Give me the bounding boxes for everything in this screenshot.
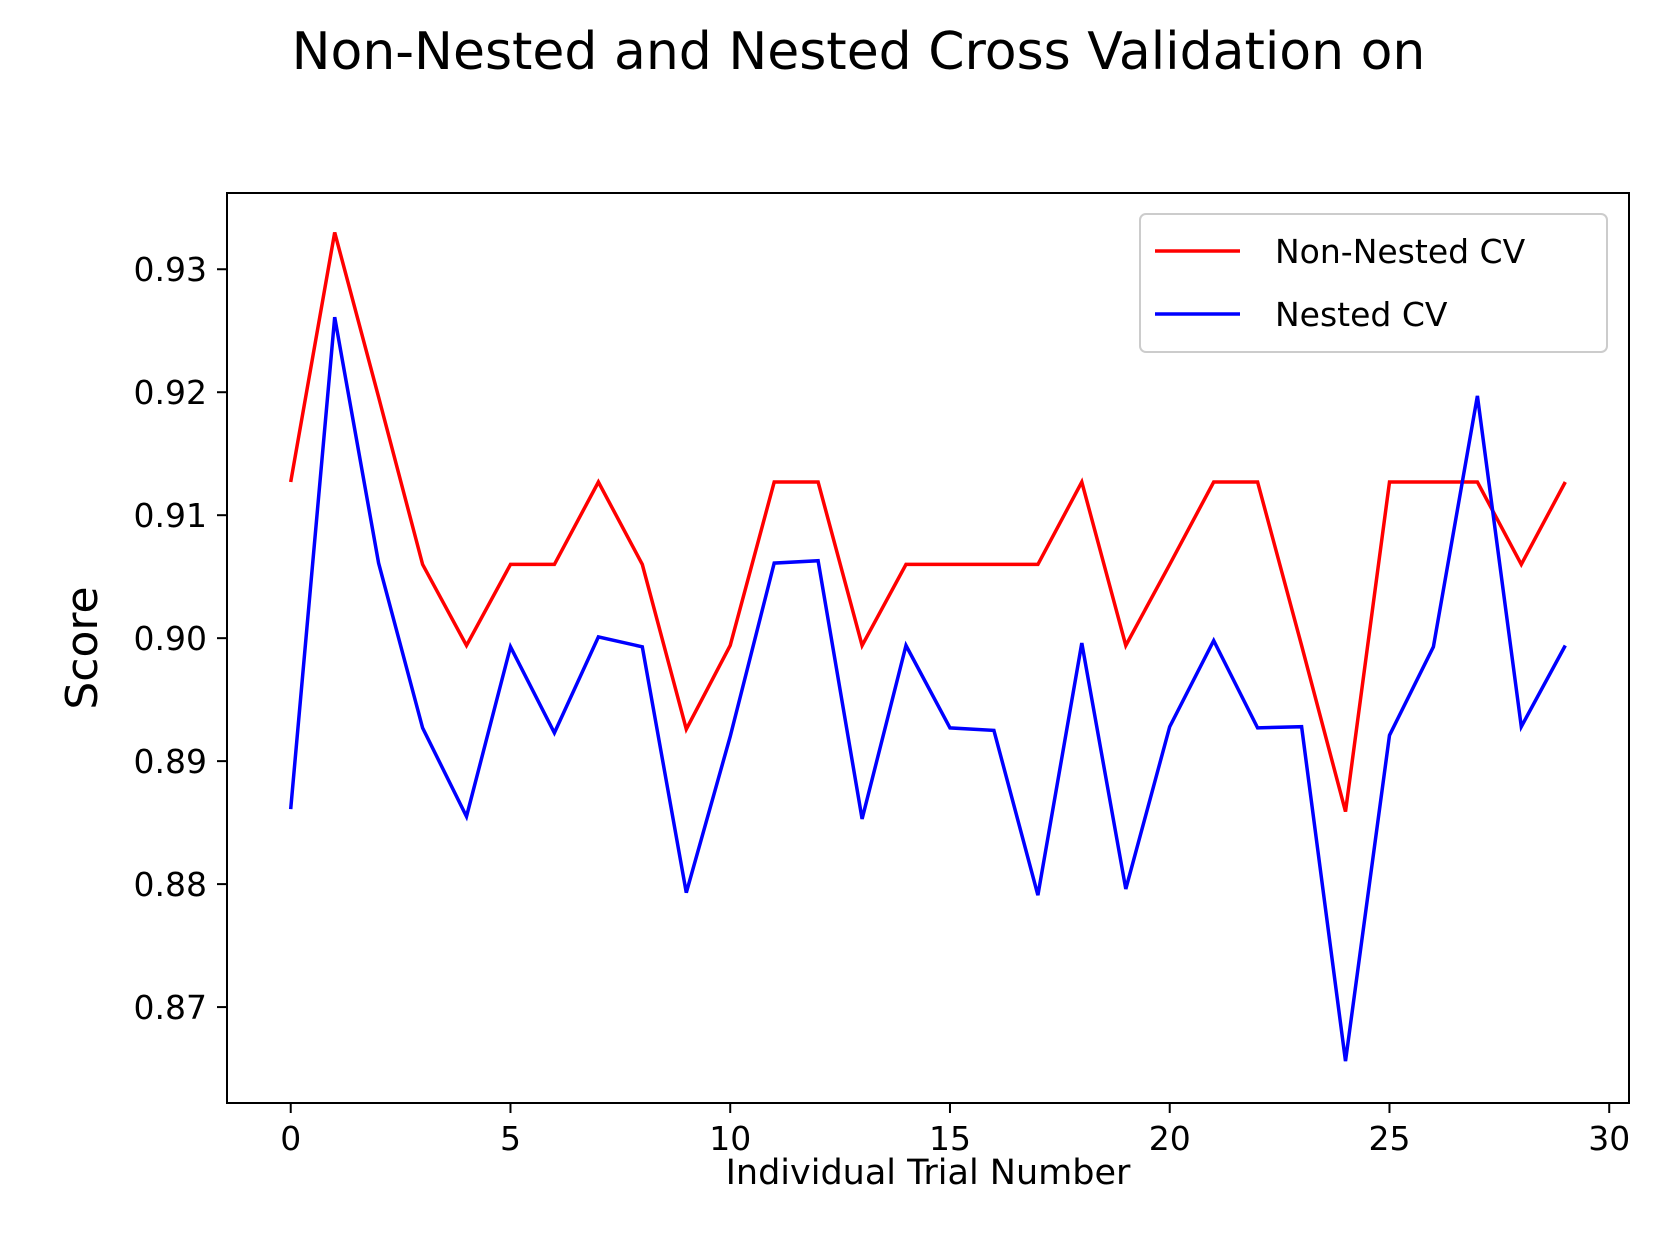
- y-tick-label: 0.88: [134, 865, 207, 904]
- legend-box: [1139, 213, 1608, 353]
- series-line-nested-cv: [288, 316, 1567, 1062]
- legend-label-nested-cv: Nested CV: [1275, 295, 1448, 334]
- x-tick-label: 25: [1368, 1119, 1410, 1158]
- y-axis-label: Score: [57, 586, 108, 709]
- x-tick-label: 5: [500, 1119, 521, 1158]
- chart-title: Non-Nested and Nested Cross Validation o…: [291, 22, 1426, 82]
- y-tick-label: 0.92: [134, 373, 207, 412]
- y-tick-label: 0.90: [134, 619, 207, 658]
- series-layer: [288, 231, 1567, 1062]
- y-tick-label: 0.89: [134, 742, 207, 781]
- x-tick-label: 0: [280, 1119, 301, 1158]
- y-tick-label: 0.87: [134, 988, 207, 1027]
- series-line-non-nested-cv: [288, 231, 1567, 813]
- legend-label-non-nested-cv: Non-Nested CV: [1275, 232, 1526, 271]
- x-tick-label: 10: [709, 1119, 751, 1158]
- plot-frame: [226, 192, 1630, 1104]
- x-tick-label: 15: [929, 1119, 971, 1158]
- x-tick-label: 30: [1588, 1119, 1630, 1158]
- x-axis-ticks: 0 5 10 15 20 25 30: [280, 1103, 1630, 1158]
- y-tick-label: 0.93: [134, 250, 207, 289]
- y-axis-ticks: 0.87 0.88 0.89 0.90 0.91 0.92 0.93: [134, 250, 227, 1027]
- y-tick-label: 0.91: [134, 496, 207, 535]
- x-axis-label: Individual Trial Number: [726, 1153, 1131, 1193]
- legend: Non-Nested CV Nested CV: [1139, 213, 1608, 353]
- x-tick-label: 20: [1149, 1119, 1191, 1158]
